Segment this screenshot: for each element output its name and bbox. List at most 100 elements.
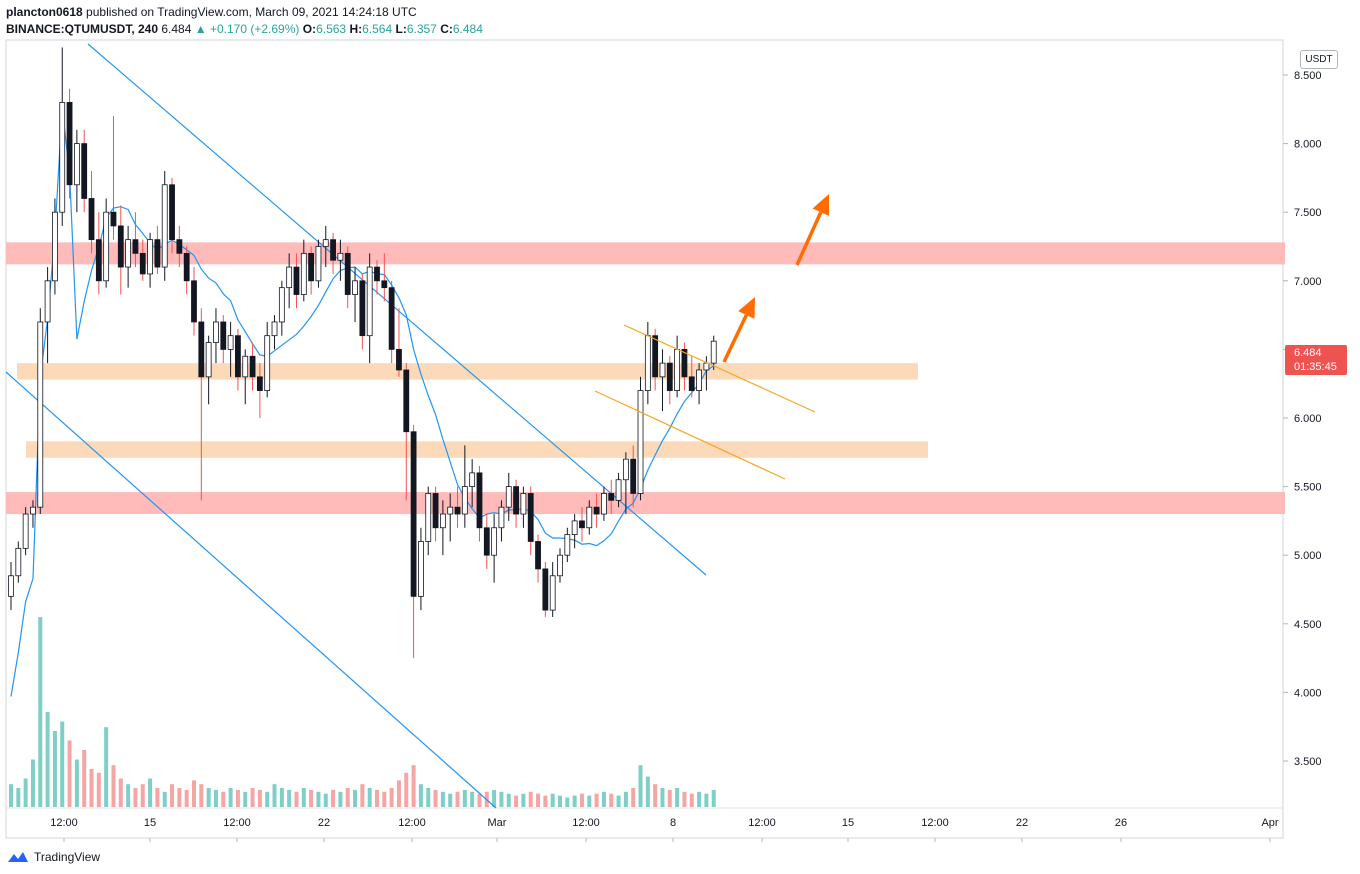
volume-bar: [104, 727, 109, 807]
volume-bar: [477, 793, 482, 807]
volume-bar: [396, 780, 401, 807]
volume-bar: [331, 789, 336, 807]
candle-body: [256, 376, 263, 391]
volume-bar: [404, 772, 409, 807]
candle-body: [535, 541, 541, 570]
symbol-name[interactable]: BINANCE:QTUMUSDT, 240: [6, 22, 159, 36]
volume-bar: [257, 789, 262, 807]
volume-bar: [638, 765, 643, 807]
volume-bar: [16, 788, 21, 807]
channel-lower-line[interactable]: [594, 390, 786, 480]
symbol-info: BINANCE:QTUMUSDT, 240 6.484 ▲ +0.170 (+2…: [6, 22, 483, 36]
candle-body: [637, 390, 644, 494]
candle-body: [44, 280, 51, 323]
candle-body: [688, 376, 695, 391]
candle-body: [176, 239, 183, 254]
volume-bar: [455, 791, 460, 807]
moving-average-line: [10, 107, 715, 697]
candle-body: [403, 369, 410, 433]
volume-bar: [272, 784, 277, 807]
candle-body: [659, 362, 666, 378]
volume-bar: [316, 791, 321, 807]
candle-body: [15, 547, 22, 577]
volume-bar: [177, 788, 182, 807]
countdown-label: 01:35:45: [1294, 360, 1337, 373]
candle-body: [652, 335, 659, 378]
volume-bar: [30, 759, 35, 807]
time-tick-label: Apr: [1261, 817, 1278, 829]
candle-body: [622, 458, 629, 481]
time-tick-label: 12:00: [748, 817, 776, 829]
candle-body: [469, 472, 476, 488]
volume-bar: [243, 791, 248, 807]
candle-body: [191, 280, 197, 323]
resistance-zone: [6, 242, 1285, 265]
volume-bar: [192, 780, 196, 807]
candle-body: [527, 493, 534, 542]
volume-bar: [52, 731, 57, 807]
candle-body: [352, 280, 358, 295]
volume-bar: [353, 789, 358, 807]
candle-body: [476, 472, 483, 529]
volume-bar: [536, 793, 541, 807]
currency-label[interactable]: USDT: [1300, 50, 1338, 69]
volume-bar: [228, 788, 233, 807]
volume-bar: [689, 793, 694, 807]
channel-upper-line[interactable]: [623, 324, 816, 413]
candle-body: [564, 534, 571, 556]
time-tick-label: 26: [1115, 817, 1127, 829]
candle-body: [615, 479, 622, 501]
time-tick-label: 12:00: [572, 817, 600, 829]
candle-body: [359, 280, 366, 337]
support-zone: [26, 441, 928, 458]
candle-body: [235, 335, 241, 378]
time-tick-label: 15: [144, 817, 156, 829]
candle-body: [498, 506, 505, 529]
price-tick-label: 3.500: [1294, 756, 1322, 768]
volume-bar: [60, 721, 65, 807]
lower-trendline[interactable]: [5, 371, 497, 809]
candle-body: [66, 102, 73, 186]
last-price: 6.484: [161, 22, 192, 36]
price-tick-label: 4.500: [1294, 619, 1322, 631]
candle-body: [520, 493, 527, 515]
candle-body: [161, 184, 168, 268]
volume-bar: [235, 789, 240, 807]
candle-body: [22, 513, 29, 549]
candle-body: [381, 280, 388, 289]
volume-bar: [162, 791, 167, 807]
high-value: 6.564: [362, 22, 393, 36]
volume-bar: [126, 784, 131, 807]
descending-trendline[interactable]: [87, 43, 707, 576]
volume-bar: [338, 791, 343, 807]
high-label: H:: [349, 22, 363, 36]
volume-bar: [492, 789, 497, 807]
breakout-arrow-large-shaft: [795, 211, 823, 266]
candle-body: [315, 246, 322, 282]
volume-bar: [323, 793, 328, 807]
volume-bar: [697, 791, 702, 807]
candle-body: [666, 362, 673, 391]
candle-body: [461, 486, 468, 515]
candle-body: [674, 348, 681, 391]
candle-body: [125, 239, 132, 268]
footer-branding[interactable]: TradingView: [6, 850, 100, 864]
volume-bar: [462, 789, 467, 807]
candle-body: [322, 239, 329, 247]
open-label: O:: [302, 22, 317, 36]
time-tick-label: 22: [318, 817, 330, 829]
volume-bar: [506, 793, 511, 807]
volume-bar: [470, 791, 475, 807]
volume-bar: [213, 789, 218, 807]
candle-body: [505, 486, 512, 508]
up-triangle-icon: ▲: [194, 22, 207, 36]
close-label: C:: [440, 22, 453, 36]
close-value: 6.484: [452, 22, 483, 36]
candle-body: [579, 520, 585, 529]
volume-bar: [294, 791, 299, 807]
volume-bar: [440, 791, 445, 807]
volume-bar: [345, 788, 350, 807]
low-label: L:: [395, 22, 407, 36]
volume-bar: [609, 793, 614, 807]
